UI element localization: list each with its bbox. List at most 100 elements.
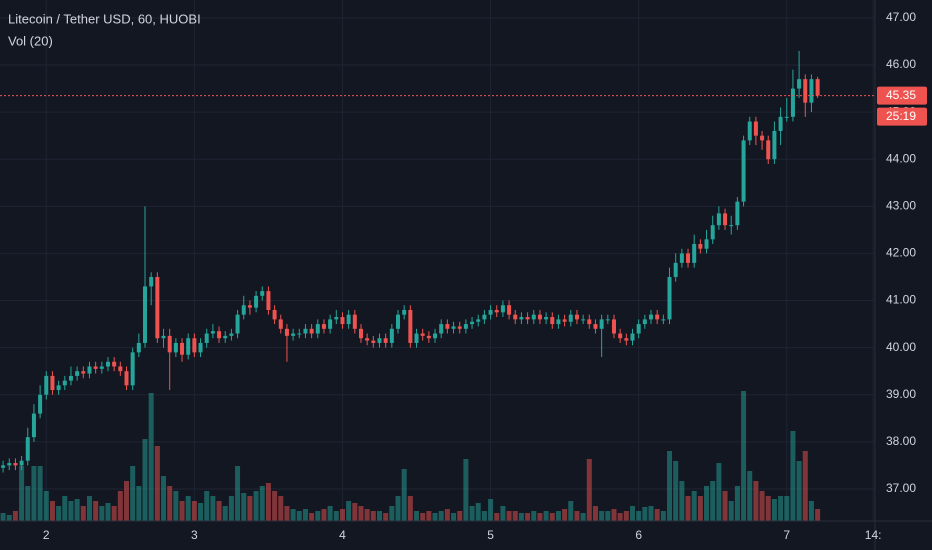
volume-bar [592,506,598,521]
volume-bar [68,501,74,521]
grid [0,0,875,521]
volume-bar [679,481,685,521]
volume-bar [580,513,586,521]
volume-bar [802,451,808,521]
candle-body [500,305,505,313]
volume-bar [710,481,716,521]
volume-bar [475,503,481,521]
volume-bar [333,511,339,521]
candle-body [334,317,339,320]
candle-body [198,342,203,353]
volume-pane [0,391,821,521]
volume-bar [642,507,648,521]
volume-bar [309,513,315,521]
volume-bar [500,506,506,521]
volume-bar [352,503,358,521]
candle-body [25,437,30,461]
x-tick-label: 3 [191,528,198,542]
candle-body [161,335,166,339]
candle-body [155,276,160,339]
volume-bar [562,509,568,521]
y-tick-label: 47.00 [886,10,916,24]
volume-bar [321,509,327,521]
candle-body [68,375,73,381]
volume-bar [272,491,278,521]
candle-body [93,366,98,369]
candle-body [321,324,326,329]
volume-bar [611,509,617,521]
volume-bar [636,511,642,521]
candle-body [7,463,12,466]
x-tick-label: 2 [43,528,50,542]
volume-bar [784,496,790,521]
volume-bar [105,503,111,521]
volume-bar [302,509,308,521]
volume-bar [778,496,784,521]
volume-bar [438,511,444,521]
volume-bar [86,496,92,521]
volume-bar [654,509,660,521]
last-price-box [877,86,927,105]
volume-bar [586,459,592,521]
volume-bar [19,466,25,521]
volume-bar [253,491,259,521]
candle-body [741,140,746,202]
x-tick-label: 14: [865,528,882,542]
volume-bar [691,491,697,521]
volume-bar [790,431,796,521]
candle-body [204,333,209,343]
volume-bar [99,506,105,521]
volume-bar [31,466,37,521]
volume-bar [148,393,154,521]
countdown-box [877,107,927,126]
candle-body [556,319,561,325]
candle-body [513,314,518,320]
candle-body [297,333,302,335]
y-tick-label: 42.00 [886,246,916,260]
candle-body [470,321,475,325]
candle-body [488,309,493,315]
candle-body [62,380,67,386]
candle-body [568,314,573,322]
volume-bar [80,506,86,521]
candle-body [655,314,660,320]
candle-body [266,291,271,310]
candle-body [402,309,407,315]
volume-bar [235,466,241,521]
volume-bar [93,501,99,521]
y-tick-label: 37.00 [886,481,916,495]
candle-body [809,79,814,103]
candle-body [365,338,370,341]
volume-bar [469,506,475,521]
volume-bar [426,511,432,521]
volume-bar [759,491,765,521]
candle-body [118,366,123,372]
candle-body [686,253,691,263]
volume-bar [741,391,747,521]
candle-body [105,361,110,367]
candle-body [50,375,55,391]
candle-body [124,371,129,386]
candle-body [667,276,672,320]
volume-bar [123,481,129,521]
candle-body [661,319,666,321]
candle-body [611,319,616,334]
candle-body [710,225,715,240]
volume-bar [747,471,753,521]
candle-body [445,324,450,329]
candle-body [544,317,549,320]
candle-body [760,135,765,141]
y-tick-label: 39.00 [886,387,916,401]
volume-bar [259,486,265,521]
candle-body [217,331,222,339]
volume-bar [228,496,234,521]
volume-bar [599,511,605,521]
volume-bar [420,513,426,521]
candle-body [167,335,172,353]
candle-body [439,324,444,334]
candle-body [723,213,728,226]
candle-body [482,314,487,320]
volume-bar [667,451,673,521]
volume-bar [543,511,549,521]
candle-body [235,314,240,334]
